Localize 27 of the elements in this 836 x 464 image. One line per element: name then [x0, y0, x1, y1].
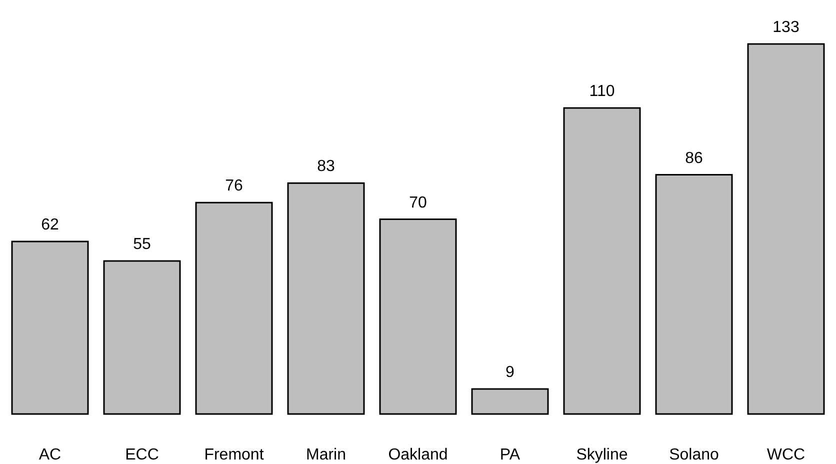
x-tick-label: Marin	[306, 446, 346, 464]
bar	[11, 240, 89, 415]
bar	[563, 107, 641, 415]
x-tick-label: PA	[500, 446, 520, 464]
x-tick-label: Fremont	[204, 446, 264, 464]
data-label: 62	[41, 216, 59, 234]
bar	[287, 182, 365, 415]
x-tick-label: AC	[38, 446, 62, 464]
data-label: 70	[409, 194, 427, 212]
bar	[655, 174, 733, 415]
x-tick-label: Solano	[669, 446, 720, 464]
data-label: 55	[133, 236, 151, 253]
x-tick-label: ECC	[125, 446, 159, 464]
data-label: 133	[772, 19, 800, 36]
data-label: 9	[506, 364, 515, 381]
data-label: 110	[589, 82, 615, 100]
x-tick-label: Skyline	[576, 446, 628, 464]
data-label: 76	[225, 178, 243, 195]
bar	[471, 388, 549, 415]
x-tick-label: WCC	[766, 446, 806, 464]
x-tick-label: Oakland	[388, 446, 448, 464]
data-label: 83	[317, 158, 335, 176]
bar	[195, 202, 273, 415]
bar	[379, 218, 457, 415]
bar	[747, 43, 825, 415]
bar	[103, 260, 181, 415]
data-label: 86	[685, 150, 703, 167]
